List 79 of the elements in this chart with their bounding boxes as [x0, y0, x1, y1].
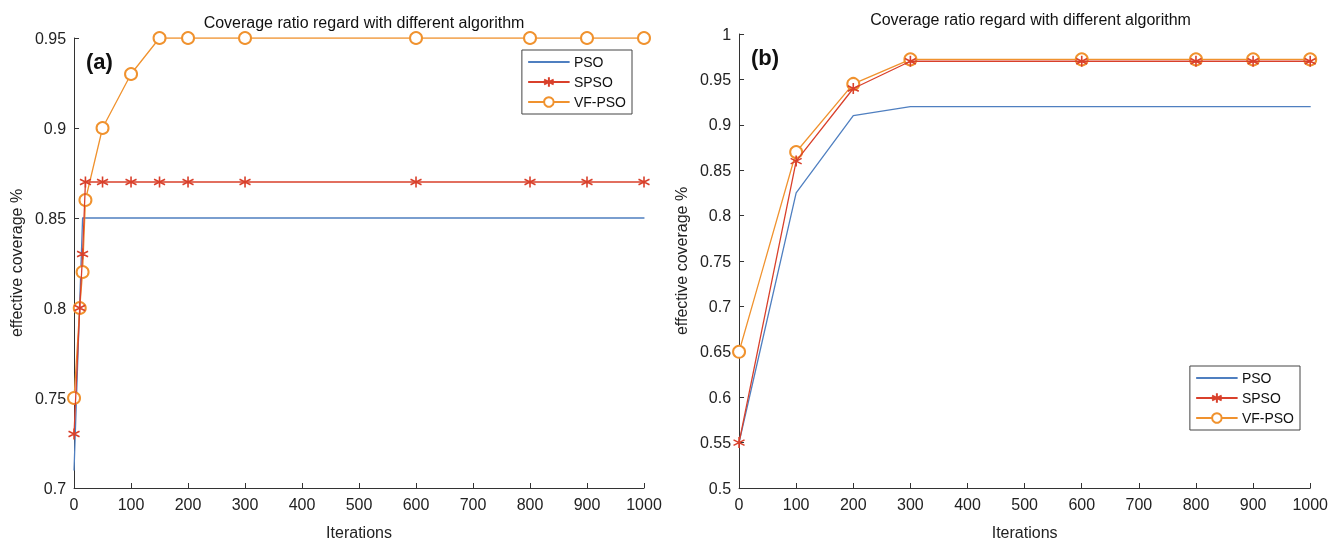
y-tick-label: 0.75: [34, 389, 67, 407]
annotation: (b): [751, 44, 780, 70]
chart-title: Coverage ratio regard with different algorithm: [870, 10, 1191, 28]
x-tick-label: 700: [1125, 495, 1153, 513]
y-tick-label: 0.6: [708, 388, 732, 406]
x-axis-title: Iterations: [326, 523, 392, 541]
point: [153, 175, 166, 189]
point: [181, 31, 196, 45]
x-tick-label: 800: [516, 495, 544, 513]
y-tick-label: 0.8: [43, 299, 67, 317]
point: [637, 31, 651, 45]
point: [79, 175, 92, 189]
point: [637, 175, 651, 189]
point: [181, 175, 195, 189]
y-tick-label: 0.7: [43, 479, 67, 497]
point: [580, 175, 594, 189]
y-tick-label: 0.9: [708, 116, 732, 134]
legend-label: SPSO: [573, 74, 613, 90]
x-axis-title: Iterations: [991, 523, 1058, 541]
point: [238, 31, 253, 45]
x-tick-label: 0: [69, 495, 79, 513]
chart-title: Coverage ratio regard with different algorithm: [203, 13, 525, 31]
legend-label: PSO: [573, 54, 604, 70]
x-tick-label: 700: [459, 495, 487, 513]
annotation: (a): [86, 48, 113, 74]
point: [95, 121, 110, 135]
y-tick-label: 0.5: [708, 479, 732, 497]
y-tick-label: 0.7: [708, 297, 732, 315]
point: [789, 145, 804, 160]
point: [124, 175, 138, 189]
point: [523, 175, 537, 189]
x-tick-label: 400: [288, 495, 316, 513]
x-tick-label: 200: [839, 495, 867, 513]
point: [67, 427, 81, 441]
point: [732, 436, 746, 449]
point: [409, 31, 424, 45]
point: [409, 175, 423, 189]
y-axis-title: effective coverage %: [672, 186, 690, 336]
x-tick-label: 500: [345, 495, 373, 513]
point: [238, 175, 252, 189]
x-tick-label: 500: [1011, 495, 1039, 513]
x-tick-label: 600: [1068, 495, 1096, 513]
point: [76, 247, 89, 261]
point: [523, 31, 538, 45]
x-tick-label: 800: [1182, 495, 1210, 513]
y-tick-label: 0.95: [34, 29, 67, 47]
x-tick-label: 200: [174, 495, 202, 513]
point: [152, 31, 167, 45]
y-axis-title: effective coverage %: [7, 188, 25, 338]
point: [124, 67, 139, 81]
x-tick-label: 1000: [1292, 495, 1329, 513]
point: [789, 154, 803, 168]
legend-label: VF-PSO: [573, 94, 627, 110]
point: [96, 175, 109, 189]
x-tick-label: 400: [954, 495, 981, 513]
x-tick-label: 0: [734, 495, 744, 513]
x-tick-label: 1000: [626, 495, 662, 513]
x-tick-label: 100: [117, 495, 145, 513]
y-tick-label: 0.65: [699, 343, 732, 361]
x-tick-label: 300: [231, 495, 259, 513]
x-tick-label: 100: [782, 495, 810, 513]
x-tick-label: 300: [897, 495, 924, 513]
point: [580, 31, 594, 45]
x-tick-label: 900: [1239, 495, 1267, 513]
legend-label: PSO: [1241, 370, 1272, 386]
y-tick-label: 0.55: [699, 434, 732, 452]
legend-label: SPSO: [1241, 390, 1281, 406]
x-tick-label: 600: [402, 495, 430, 513]
y-tick-label: 0.8: [708, 207, 732, 225]
legend-label: VF-PSO: [1241, 410, 1295, 426]
y-tick-label: 0.75: [699, 252, 732, 270]
point: [732, 344, 747, 359]
y-tick-label: 0.85: [34, 209, 67, 227]
point: [846, 82, 860, 95]
y-tick-label: 0.95: [699, 70, 732, 88]
x-tick-label: 900: [573, 495, 601, 513]
y-tick-label: 0.85: [699, 161, 732, 179]
y-tick-label: 0.9: [43, 119, 67, 137]
y-tick-label: 1: [722, 25, 732, 43]
